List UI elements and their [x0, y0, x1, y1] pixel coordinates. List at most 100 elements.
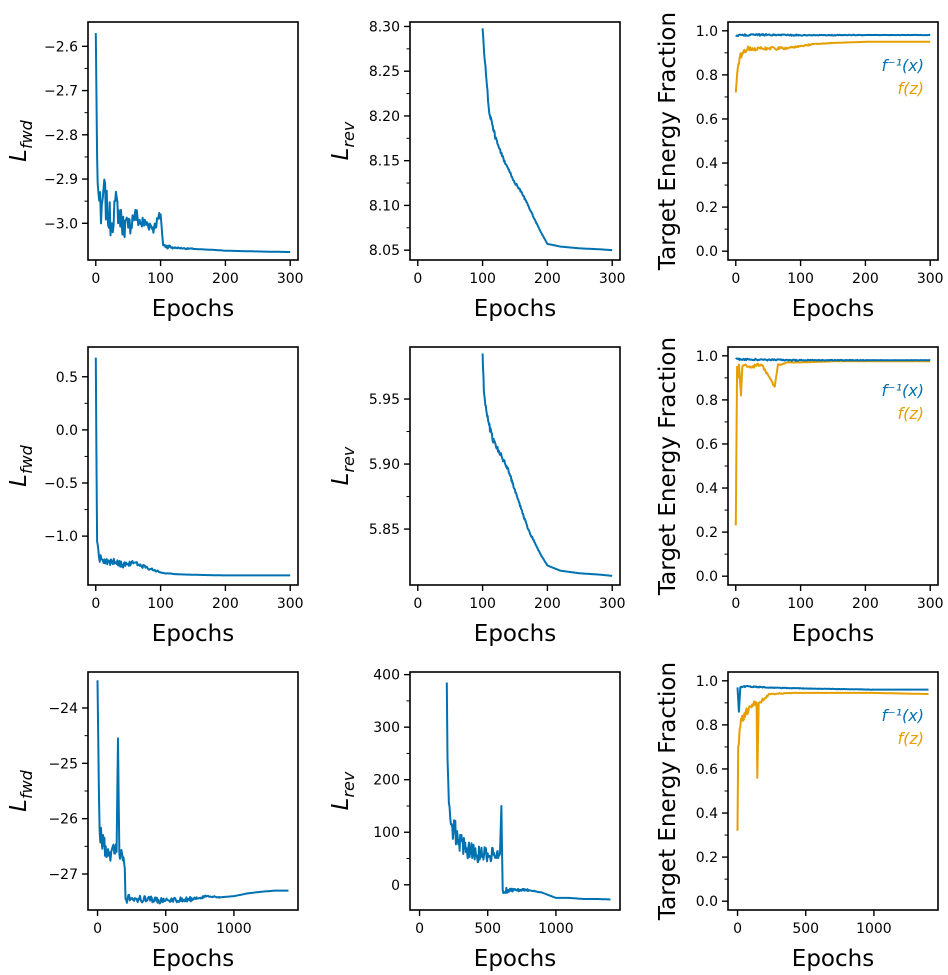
- x-axis-label: Epochs: [152, 621, 234, 647]
- x-tick-label: 100: [469, 596, 496, 612]
- series-line-blue: [735, 357, 931, 362]
- chart-r0c0: 0 100 200 300 −2.6 −2.7 −2.8 −2.9 −3.0 Epochs Lfwd: [6, 21, 304, 322]
- x-tick-label: 0: [413, 596, 422, 612]
- x-tick-label: 0: [413, 271, 422, 287]
- y-tick-label: 0.8: [696, 718, 718, 734]
- series-line-blue: [735, 33, 931, 37]
- x-tick-label: 0: [91, 596, 100, 612]
- y-tick-label: 0.5: [56, 370, 78, 386]
- y-tick-label: 0.4: [696, 481, 718, 497]
- x-tick-label: 100: [787, 596, 814, 612]
- axes-frame: [409, 346, 621, 586]
- y-tick-label: 0.4: [696, 806, 718, 822]
- y-tick-label: 0.2: [696, 850, 718, 866]
- x-axis-label: Epochs: [474, 296, 556, 322]
- series-line-blue: [481, 28, 613, 252]
- chart-r0c2: 0 100 200 300 1.0 0.8 0.6 0.4 0.2 0.0 Epochs Target…: [655, 12, 944, 322]
- y-tick-label: 0.6: [696, 437, 718, 453]
- axes-frame: [409, 671, 621, 911]
- x-tick-label: 0: [93, 921, 102, 937]
- y-tick-label: 0.0: [56, 423, 78, 439]
- y-tick-label: 0.0: [696, 569, 718, 585]
- legend-entry: f(z): [897, 404, 924, 423]
- y-tick-label: 5.85: [369, 522, 400, 538]
- x-axis-label: Epochs: [152, 946, 234, 972]
- chart-r0c1: 0 100 200 300 8.30 8.25 8.20 8.15 8.10 8.05 Epochs…: [328, 19, 626, 322]
- y-tick-label: −24: [48, 701, 78, 717]
- x-tick-label: 200: [212, 271, 239, 287]
- y-tick-label: −3.0: [44, 216, 78, 232]
- y-tick-label: 5.95: [369, 392, 400, 408]
- y-tick-label: 0.8: [696, 393, 718, 409]
- y-tick-label: 8.15: [369, 154, 400, 170]
- x-axis-label: Epochs: [474, 621, 556, 647]
- x-tick-label: 300: [599, 271, 626, 287]
- legend-entry: f(z): [897, 729, 924, 748]
- series-line-orange: [734, 40, 931, 93]
- axes-frame: [87, 21, 299, 261]
- x-tick-label: 300: [277, 596, 304, 612]
- axes-frame: [409, 21, 621, 261]
- x-tick-label: 100: [787, 271, 814, 287]
- legend-entry: f⁻¹(x): [882, 706, 924, 725]
- legend-entry: f⁻¹(x): [882, 56, 924, 75]
- x-tick-label: 0: [733, 921, 742, 937]
- x-tick-label: 0: [731, 271, 740, 287]
- x-tick-label: 300: [917, 271, 944, 287]
- x-tick-label: 300: [917, 596, 944, 612]
- x-axis-label: Epochs: [792, 621, 874, 647]
- x-tick-label: 100: [147, 596, 174, 612]
- y-axis-label: Lrev: [328, 121, 358, 160]
- x-tick-label: 500: [152, 921, 179, 937]
- legend-entry: f⁻¹(x): [882, 381, 924, 400]
- y-tick-label: −2.8: [44, 128, 78, 144]
- y-axis-label: Target Energy Fraction: [655, 12, 681, 271]
- y-tick-label: −2.7: [44, 84, 78, 100]
- y-tick-label: 200: [373, 773, 400, 789]
- x-tick-label: 1000: [856, 921, 892, 937]
- y-axis-label: Target Energy Fraction: [655, 662, 681, 921]
- series-line-blue: [481, 353, 613, 577]
- y-tick-label: −1.0: [44, 529, 78, 545]
- y-tick-label: 400: [373, 668, 400, 684]
- y-tick-label: −0.5: [44, 476, 78, 492]
- x-tick-label: 100: [147, 271, 174, 287]
- chart-r1c2: 0 100 200 300 1.0 0.8 0.6 0.4 0.2 0.0 Epochs Target…: [655, 337, 944, 647]
- y-tick-label: 1.0: [696, 349, 718, 365]
- x-axis-label: Epochs: [792, 296, 874, 322]
- y-tick-label: −2.6: [44, 39, 78, 55]
- x-axis-label: Epochs: [152, 296, 234, 322]
- x-tick-label: 500: [792, 921, 819, 937]
- x-tick-label: 1000: [538, 921, 574, 937]
- y-tick-label: 0: [391, 878, 400, 894]
- x-tick-label: 200: [534, 271, 561, 287]
- y-axis-label: Lfwd: [6, 119, 36, 162]
- chart-r2c0: 0 500 1000 −24 −25 −26 −27 Epochs Lfwd: [6, 671, 299, 972]
- y-axis-label: Target Energy Fraction: [655, 337, 681, 596]
- x-tick-label: 100: [469, 271, 496, 287]
- y-axis-label: Lfwd: [6, 444, 36, 487]
- x-tick-label: 200: [852, 596, 879, 612]
- legend-entry: f(z): [897, 79, 924, 98]
- y-tick-label: 8.05: [369, 243, 400, 259]
- x-axis-label: Epochs: [474, 946, 556, 972]
- y-tick-label: 8.20: [369, 109, 400, 125]
- y-tick-label: 0.6: [696, 112, 718, 128]
- y-tick-label: 0.2: [696, 200, 718, 216]
- y-tick-label: 1.0: [696, 674, 718, 690]
- y-tick-label: 5.90: [369, 457, 400, 473]
- series-line-orange: [736, 691, 929, 831]
- y-tick-label: −27: [48, 867, 78, 883]
- y-tick-label: 8.25: [369, 64, 400, 80]
- y-tick-label: 100: [373, 825, 400, 841]
- x-tick-label: 200: [852, 271, 879, 287]
- chart-r2c2: 0 500 1000 1.0 0.8 0.6 0.4 0.2 0.0 Epochs Target E…: [655, 662, 939, 972]
- y-tick-label: 0.6: [696, 762, 718, 778]
- y-tick-label: −2.9: [44, 172, 78, 188]
- x-axis-label: Epochs: [792, 946, 874, 972]
- x-tick-label: 200: [212, 596, 239, 612]
- y-tick-label: −25: [48, 756, 78, 772]
- x-tick-label: 0: [415, 921, 424, 937]
- series-line-blue: [96, 680, 289, 905]
